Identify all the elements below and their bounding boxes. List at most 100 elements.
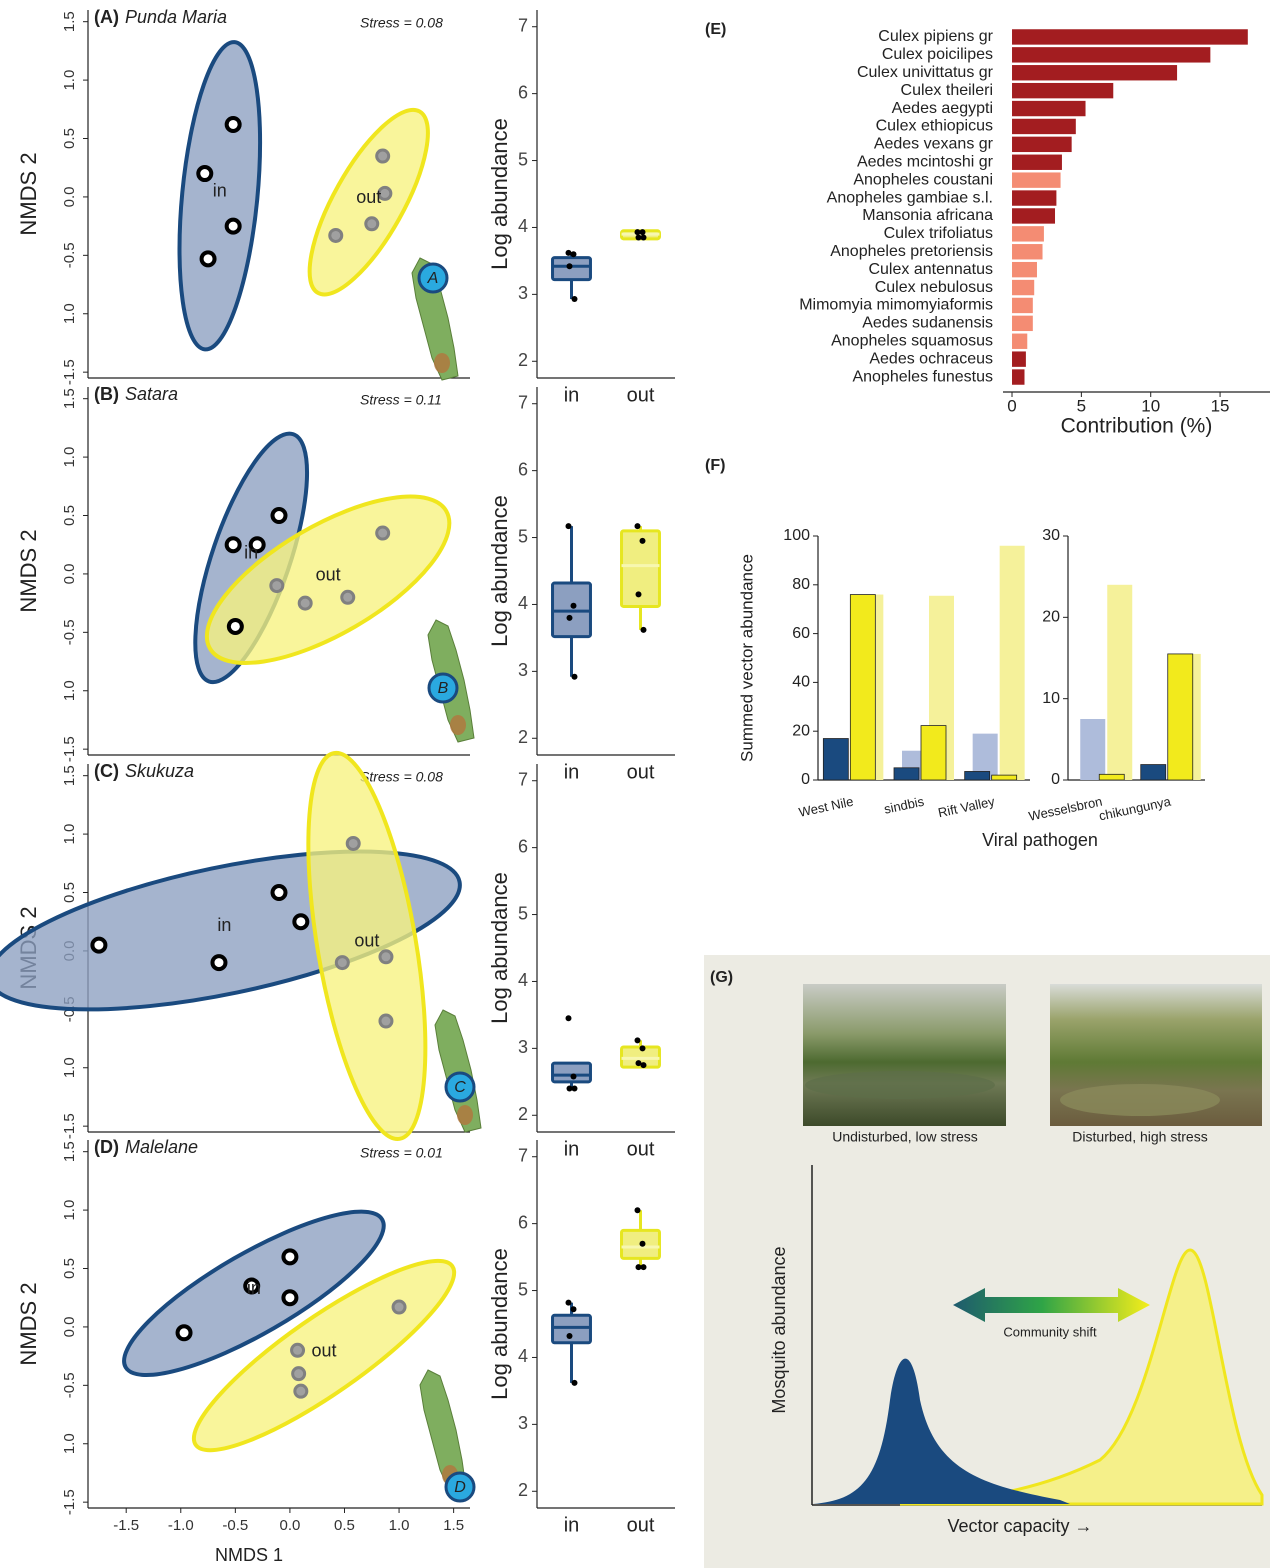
x-tick-label: 1.0 — [389, 1517, 410, 1534]
y-tick-label: 0.5 — [61, 882, 78, 903]
y-tick-label: 1.0 — [61, 303, 78, 324]
box — [551, 256, 592, 282]
photo-caption: Undisturbed, low stress — [832, 1129, 978, 1145]
y-axis-label: Mosquito abundance — [769, 1246, 789, 1413]
site-name: Malelane — [125, 1137, 198, 1157]
point — [377, 185, 393, 201]
point — [364, 216, 380, 232]
bar — [1012, 261, 1037, 278]
point — [199, 250, 217, 268]
x-axis-label: Vector capacity → — [947, 1516, 1092, 1536]
y-tick-label: Aedes aegypti — [892, 100, 993, 117]
point — [634, 229, 641, 236]
x-tick-label: 5 — [1077, 396, 1086, 415]
y-tick-label: 7 — [518, 769, 528, 789]
point — [281, 1248, 299, 1266]
map-marker-label: D — [454, 1479, 466, 1496]
y-tick-label: 40 — [792, 674, 810, 691]
group-ellipse — [204, 494, 452, 665]
point — [378, 1013, 394, 1029]
y-tick-label: 0.0 — [61, 1316, 78, 1337]
bar — [1012, 369, 1025, 385]
y-axis-label: Log abundance — [487, 495, 512, 647]
point — [571, 296, 578, 303]
x-tick-label: out — [627, 1514, 655, 1536]
photo-water — [805, 1071, 995, 1099]
map-relief — [450, 715, 466, 735]
point — [639, 1045, 646, 1052]
x-tick-label: 1.5 — [443, 1517, 464, 1534]
y-tick-label: 0 — [1051, 771, 1060, 788]
site-name: Satara — [125, 384, 178, 404]
point — [640, 626, 647, 633]
y-tick-label: Aedes ochraceus — [869, 350, 993, 367]
y-tick-label: Anopheles coustani — [853, 171, 993, 188]
y-tick-label: 6 — [518, 836, 528, 856]
bar — [1012, 297, 1033, 314]
point — [340, 589, 356, 605]
point — [224, 115, 242, 133]
x-tick-label: 15 — [1211, 396, 1230, 415]
point — [293, 1383, 309, 1399]
x-tick-label: 10 — [1141, 396, 1160, 415]
x-tick-label: in — [564, 761, 580, 783]
point — [375, 148, 391, 164]
panel-heading: (D) Malelane — [94, 1137, 198, 1157]
y-tick-label: 7 — [518, 392, 528, 412]
x-tick-label: out — [627, 761, 655, 783]
y-tick-label: Culex antennatus — [868, 261, 993, 278]
point — [224, 536, 242, 554]
panel-label: (B) — [94, 384, 119, 404]
x-tick-label: in — [564, 384, 580, 406]
y-tick-label: 1.0 — [61, 824, 78, 845]
map-inset — [434, 1009, 482, 1133]
group-ellipse — [307, 107, 430, 297]
x-tick-label: Rift Valley — [937, 794, 997, 821]
x-tick-label: 0.0 — [279, 1517, 300, 1534]
point — [291, 1366, 307, 1382]
point — [570, 1073, 577, 1080]
point — [378, 949, 394, 965]
group-label: in — [213, 181, 227, 201]
x-tick-label: in — [564, 1138, 580, 1160]
y-tick-label: 5 — [518, 526, 528, 546]
bar — [1012, 136, 1072, 153]
y-tick-label: 30 — [1042, 527, 1060, 544]
y-tick-label: 1.0 — [61, 1057, 78, 1078]
y-tick-label: Culex pipiens gr — [878, 28, 993, 45]
point — [639, 537, 646, 544]
site-name: Skukuza — [125, 761, 194, 781]
y-tick-label: 1.0 — [61, 1200, 78, 1221]
bar — [1012, 118, 1076, 135]
panel-label: (D) — [94, 1137, 119, 1157]
point — [565, 523, 572, 530]
y-tick-label: 5 — [518, 149, 528, 169]
point — [566, 614, 573, 621]
point — [634, 523, 641, 530]
y-axis-label: Log abundance — [487, 872, 512, 1024]
map-relief — [457, 1105, 473, 1125]
y-tick-label: -0.5 — [61, 242, 78, 268]
point — [570, 602, 577, 609]
y-tick-label: 6 — [518, 1212, 528, 1232]
y-tick-label: Anopheles squamosus — [831, 332, 993, 349]
point — [328, 227, 344, 243]
point — [640, 234, 647, 241]
point — [290, 1342, 306, 1358]
y-axis-label: Log abundance — [487, 1248, 512, 1400]
map-marker — [444, 1071, 476, 1103]
x-tick-label: chikungunya — [1098, 793, 1173, 823]
point — [571, 673, 578, 680]
bar — [1012, 47, 1211, 63]
stress-note: Stress = 0.01 — [360, 1145, 443, 1161]
y-axis-label: Summed vector abundance — [737, 554, 756, 762]
group-ellipse — [191, 1258, 457, 1453]
y-tick-label: 2 — [518, 1480, 528, 1500]
point — [210, 954, 228, 972]
point — [375, 525, 391, 541]
site-name: Punda Maria — [125, 7, 227, 27]
point — [639, 1240, 646, 1247]
group-label: in — [247, 1278, 261, 1298]
point — [639, 229, 646, 236]
